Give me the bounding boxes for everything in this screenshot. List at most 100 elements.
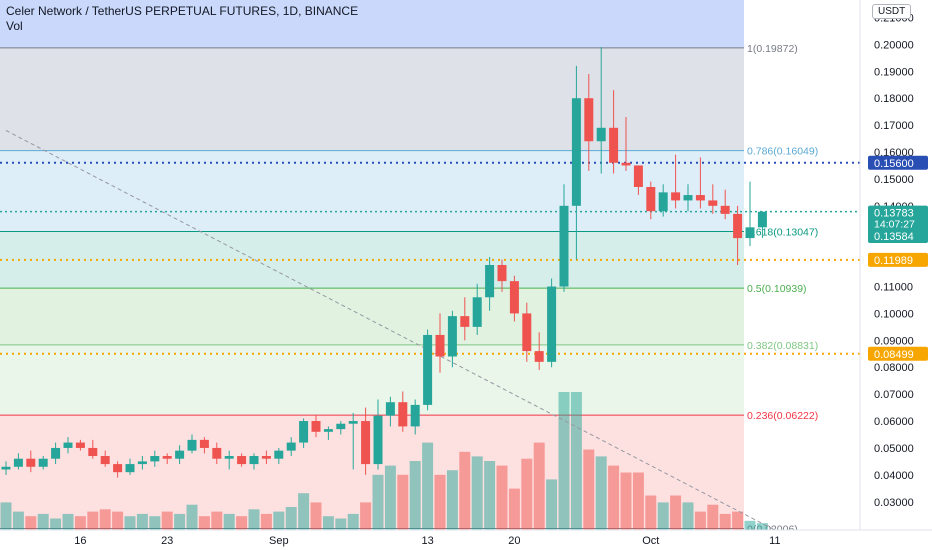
fib-zones [0,0,744,529]
candle-body [509,281,519,314]
candle-bullish [596,47,606,174]
volume-bar [223,513,235,530]
volume-bar [756,523,768,530]
candle-body [547,286,557,362]
volume-bar [310,502,322,530]
candle-body [720,205,730,214]
volume-bar [471,456,483,530]
volume-bar [645,495,657,530]
candle-bearish [584,73,594,171]
candle-bullish [187,434,197,454]
volume-bar [124,516,136,530]
candle-bearish [609,90,619,174]
candle-body [1,466,11,470]
price-tick-label: 0.07000 [874,389,914,401]
volume-bar [620,472,632,530]
volume-bar [211,511,223,530]
volume-bar [136,513,148,530]
candle-body [373,415,383,465]
volume-bar [608,465,620,530]
candle-bullish [757,211,767,239]
candle-body [559,205,569,287]
candle-bullish [658,184,668,217]
volume-bar [236,516,248,530]
currency-unit-badge[interactable]: USDT [872,4,912,19]
candle-bullish [323,426,333,440]
candle-bearish [237,453,247,467]
candle-body [423,334,433,405]
volume-bar [37,513,49,530]
price-tick-label: 0.06000 [874,416,914,428]
fib-label: 0.382(0.08831) [747,340,818,352]
volume-bar [409,461,421,530]
candle-body [695,195,705,201]
fib-label: 0.786(0.16049) [747,146,818,158]
candle-body [497,265,507,282]
volume-bar [632,472,644,530]
volume-bar [533,442,545,530]
volume-bar [496,465,508,530]
volume-bar [595,456,607,530]
candle-bearish [261,450,271,465]
volume-bar [670,495,682,530]
fib-label: 0.5(0.10939) [747,283,807,295]
level-price-badge [868,155,928,170]
candle-bullish [410,399,420,435]
current-price-label: 0.13783 [874,208,914,220]
level-price-badge [868,346,928,361]
fib-label: 1(0.19872) [747,43,798,55]
candle-bullish [336,421,346,435]
candle-body [199,439,209,448]
volume-bar [521,458,533,530]
candle-bearish [113,461,123,478]
candle-body [460,316,470,327]
candle-body [658,192,668,212]
volume-bar [322,516,334,530]
volume-bar [372,474,384,530]
candle-bullish [423,329,433,411]
time-tick-label: 16 [74,535,86,547]
candle-body [38,458,48,467]
volume-bar [186,504,198,530]
candle-body [261,456,271,459]
candle-bullish [137,456,147,470]
volume-bar [273,511,285,530]
price-tick-label: 0.04000 [874,470,914,482]
candle-bullish [571,65,581,260]
fib-zone [0,344,744,416]
volume-bar [285,507,297,530]
volume-bar [434,474,446,530]
volume-bar [422,442,434,530]
candle-body [51,447,61,459]
candle-bullish [472,283,482,335]
fib-zone [0,47,744,151]
volume-bar [25,516,37,530]
candle-body [100,456,110,465]
volume-bar [174,513,186,530]
previous-close-label: 0.13584 [874,231,914,243]
candle-bullish [373,399,383,470]
volume-bar [694,511,706,530]
volume-bar [446,470,458,530]
candle-bullish [13,453,23,470]
candle-bullish [38,456,48,470]
price-tick-label: 0.20000 [874,39,914,51]
candle-bearish [720,189,730,220]
candle-bearish [733,205,743,265]
volume-bar [99,509,111,530]
candle-body [274,450,284,459]
candle-bullish [299,418,309,448]
candle-bearish [26,450,36,473]
candle-bullish [175,445,185,465]
candle-body [237,456,247,465]
candle-bullish [125,458,135,475]
candle-body [323,429,333,432]
candle-bearish [311,415,321,438]
candle-bearish [708,184,718,214]
fib-zone [0,288,744,345]
volume-bar [161,511,173,530]
level-price-badge [868,252,928,267]
candle-bullish [224,450,234,470]
candle-body [125,464,135,473]
